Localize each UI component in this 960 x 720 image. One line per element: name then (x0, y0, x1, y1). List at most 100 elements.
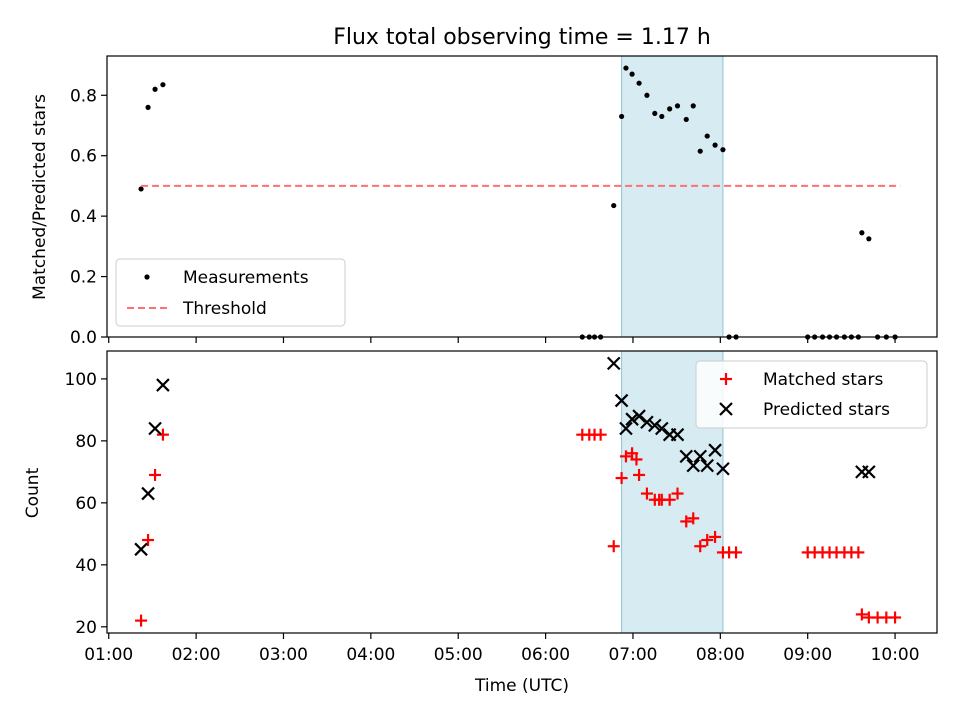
matched-stars-point (626, 447, 639, 460)
predicted-stars-point (148, 421, 162, 436)
measurements-point (659, 113, 665, 120)
xtick-label: 04:00 (346, 645, 395, 665)
predicted-stars-point (648, 418, 662, 433)
top-y-axis: 0.0 0.2 0.4 0.6 0.8 (70, 86, 107, 348)
top-y-axis-label: Matched/Predicted stars (30, 94, 50, 300)
predicted-stars-point (640, 415, 654, 430)
matched-stars-point (852, 546, 865, 559)
top-legend: Measurements Threshold (115, 258, 346, 327)
predicted-stars-point (614, 393, 629, 408)
bottom-ytick-label: 20 (75, 618, 97, 638)
matched-stars-point (630, 453, 643, 466)
matched-stars-point (855, 608, 868, 621)
xtick-label: 07:00 (608, 645, 657, 665)
bottom-panel: 20 40 60 80 100 01:00 02:00 03:00 04:00 05:00 06:… (23, 350, 938, 696)
measurements-point (629, 71, 635, 77)
measurements-point (152, 86, 158, 92)
measurements-point (138, 186, 144, 192)
predicted-stars-point (141, 486, 155, 501)
bottom-y-axis-label: Count (23, 467, 43, 518)
matched-stars-point (156, 428, 169, 441)
predicted-stars-point (632, 409, 646, 423)
matched-stars-point (709, 530, 722, 543)
matched-stars-point (663, 493, 676, 506)
legend-measurements-marker (144, 274, 150, 280)
matched-stars-point (671, 487, 684, 500)
bottom-legend-box (695, 360, 928, 429)
matched-stars-point (142, 534, 155, 547)
matched-stars-point (135, 614, 148, 627)
top-ytick-label: 0.0 (70, 328, 97, 348)
matched-stars-point (607, 540, 620, 553)
predicted-stars-point (708, 443, 722, 457)
top-shaded-span (621, 55, 724, 338)
predicted-stars-point (693, 449, 708, 464)
measurements-point (674, 103, 681, 109)
xtick-label: 09:00 (783, 645, 832, 665)
matched-stars-point (149, 468, 162, 481)
measurements-point (859, 230, 865, 236)
matched-stars-point (701, 534, 714, 547)
bottom-ytick-label: 80 (75, 432, 97, 452)
bottom-y-axis: 20 40 60 80 100 (65, 370, 107, 638)
legend-threshold-label: Threshold (182, 299, 267, 319)
predicted-stars-point (700, 458, 714, 473)
predicted-stars-point (686, 458, 701, 473)
measurements-point (611, 202, 617, 209)
bottom-plot-frame (106, 350, 938, 634)
bottom-ytick-label: 40 (75, 556, 97, 576)
measurements-point (667, 106, 673, 112)
xtick-label: 01:00 (84, 645, 133, 665)
predicted-stars-point (862, 465, 876, 479)
predicted-stars-point (716, 461, 730, 476)
xtick-label: 03:00 (259, 645, 308, 665)
measurements-point (636, 80, 642, 86)
matched-stars-point (680, 515, 693, 528)
xtick-label: 08:00 (696, 645, 745, 665)
bottom-ytick-label: 60 (75, 494, 97, 514)
measurements-point (720, 147, 726, 153)
measurements-point (619, 113, 625, 120)
measurements-point (652, 110, 658, 117)
xtick-label: 02:00 (172, 645, 221, 665)
top-plot-frame (106, 55, 938, 338)
matched-stars-point (633, 468, 646, 481)
figure-title: Flux total observing time = 1.17 h (333, 25, 711, 50)
predicted-stars-point (606, 356, 621, 371)
matched-stars-point (615, 472, 628, 485)
legend-matched-marker (720, 373, 732, 385)
xtick-label: 05:00 (434, 645, 483, 665)
measurements-point (623, 65, 629, 71)
matched-stars-point (619, 450, 632, 463)
matched-stars-point (730, 546, 743, 559)
top-legend-box (115, 258, 346, 327)
predicted-stars-point (619, 421, 633, 436)
bottom-marks (134, 356, 902, 627)
predicted-stars-point (625, 412, 639, 426)
bottom-x-axis: 01:00 02:00 03:00 04:00 05:00 06:00 07:00 08:00… (84, 633, 920, 665)
predicted-stars-point (679, 449, 694, 464)
xtick-label: 06:00 (521, 645, 570, 665)
top-panel: 0.00.20.40.60.8 Matched/Predicted stars … (30, 55, 938, 348)
matched-stars-point (594, 428, 607, 441)
measurements-point (697, 148, 703, 154)
legend-matched-label: Matched stars (763, 370, 883, 390)
top-ytick-label: 0.2 (70, 268, 97, 288)
legend-predicted-marker (719, 402, 733, 416)
matched-stars-point (640, 487, 653, 500)
legend-predicted-label: Predicted stars (763, 400, 890, 420)
measurements-point (690, 103, 696, 109)
top-ytick-label: 0.4 (70, 207, 97, 227)
measurements-point (644, 92, 650, 98)
bottom-legend: Matched stars Predicted stars (695, 360, 928, 429)
top-ytick-label: 0.8 (70, 86, 97, 106)
measurements-point (704, 133, 710, 139)
predicted-stars-point (134, 542, 148, 557)
x-axis-label: Time (UTC) (474, 676, 569, 696)
bottom-ytick-label: 100 (65, 370, 97, 390)
measurements-point (160, 82, 166, 88)
predicted-stars-point (670, 427, 685, 442)
xtick-label: 10:00 (871, 645, 920, 665)
measurements-point (683, 116, 689, 123)
